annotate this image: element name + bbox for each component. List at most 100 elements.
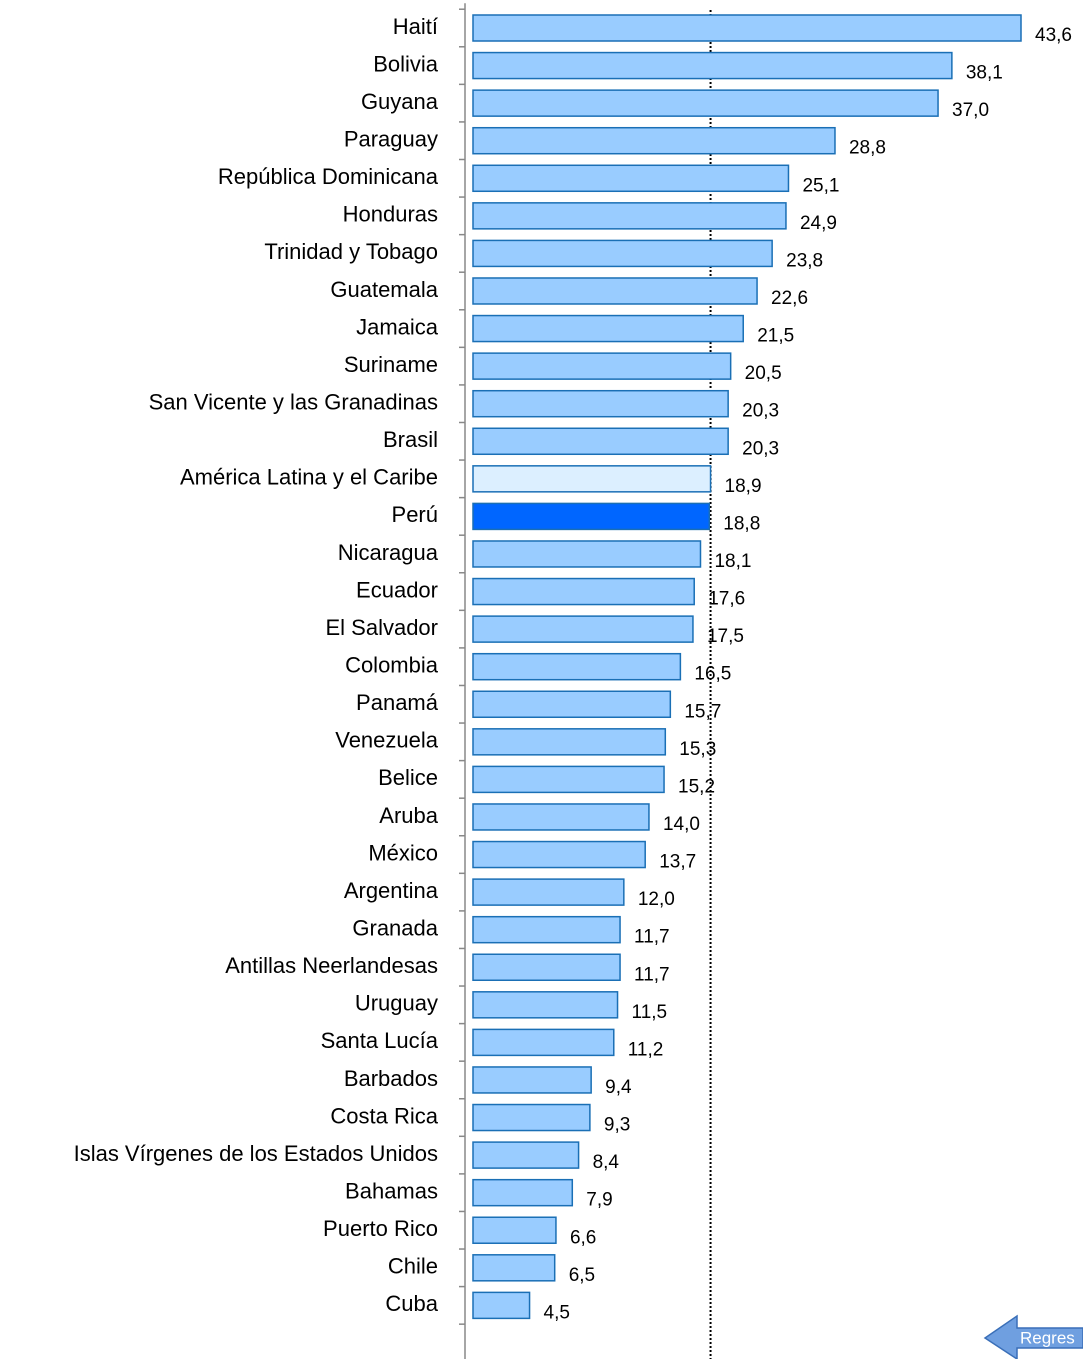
y-tick-label: Barbados bbox=[344, 1066, 438, 1091]
y-tick-label: República Dominicana bbox=[218, 164, 439, 189]
bar bbox=[472, 991, 619, 1019]
value-label: 14,0 bbox=[663, 814, 700, 835]
value-label: 11,2 bbox=[628, 1039, 664, 1060]
value-label: 11,5 bbox=[632, 1002, 668, 1023]
y-tick-label: Bolivia bbox=[373, 51, 439, 76]
bar bbox=[472, 953, 621, 981]
bar bbox=[472, 502, 711, 531]
y-tick-label: Aruba bbox=[379, 803, 438, 828]
y-tick-label: Santa Lucía bbox=[321, 1028, 439, 1053]
back-label[interactable]: Regres bbox=[1020, 1328, 1075, 1347]
y-tick-label: San Vicente y las Granadinas bbox=[149, 390, 438, 415]
value-label: 11,7 bbox=[634, 927, 670, 948]
bar bbox=[472, 126, 836, 155]
value-label: 20,5 bbox=[745, 363, 782, 384]
bar bbox=[472, 840, 646, 869]
value-label: 37,0 bbox=[952, 100, 989, 121]
value-label: 6,6 bbox=[570, 1227, 596, 1248]
value-label: 17,5 bbox=[707, 626, 744, 647]
value-label: 13,7 bbox=[659, 852, 696, 873]
value-label: 18,8 bbox=[723, 513, 760, 534]
value-label: 15,7 bbox=[684, 701, 721, 722]
bar bbox=[472, 14, 1022, 42]
value-label: 23,8 bbox=[786, 250, 823, 271]
bar bbox=[472, 164, 790, 193]
bar bbox=[472, 728, 667, 756]
y-tick-label: Suriname bbox=[344, 352, 438, 377]
y-tick-label: Guyana bbox=[361, 89, 439, 114]
y-tick-label: El Salvador bbox=[325, 615, 438, 640]
bar bbox=[472, 540, 702, 568]
bar bbox=[472, 1028, 615, 1057]
bar bbox=[472, 615, 694, 643]
value-label: 22,6 bbox=[771, 288, 808, 309]
bar bbox=[472, 652, 682, 681]
value-label: 9,3 bbox=[604, 1115, 630, 1136]
value-label: 25,1 bbox=[802, 175, 839, 196]
value-label: 12,0 bbox=[638, 889, 675, 910]
bar bbox=[472, 51, 953, 80]
value-label: 9,4 bbox=[605, 1077, 632, 1098]
y-tick-label: Islas Vírgenes de los Estados Unidos bbox=[74, 1141, 438, 1166]
y-tick-label: Chile bbox=[388, 1254, 438, 1279]
bar bbox=[472, 314, 744, 343]
value-label: 18,9 bbox=[725, 476, 762, 497]
bar bbox=[472, 89, 939, 117]
value-label: 4,5 bbox=[544, 1302, 570, 1323]
y-tick-label: Granada bbox=[352, 915, 438, 940]
y-tick-label: Puerto Rico bbox=[323, 1216, 438, 1241]
bar bbox=[472, 765, 665, 794]
value-label: 43,6 bbox=[1035, 25, 1072, 46]
bar bbox=[472, 690, 672, 719]
bar bbox=[472, 277, 758, 305]
value-label: 7,9 bbox=[586, 1190, 612, 1211]
y-tick-label: Trinidad y Tobago bbox=[264, 239, 438, 264]
bar bbox=[472, 465, 712, 493]
bar bbox=[472, 1216, 557, 1244]
bar bbox=[472, 577, 695, 606]
value-label: 20,3 bbox=[742, 438, 779, 459]
bar bbox=[472, 239, 773, 268]
y-tick-label: Brasil bbox=[383, 427, 438, 452]
value-label: 18,1 bbox=[714, 551, 751, 572]
bar bbox=[472, 1254, 556, 1282]
y-tick-label: México bbox=[368, 840, 438, 865]
bar bbox=[472, 878, 625, 906]
bar bbox=[472, 1291, 531, 1320]
y-tick-label: Ecuador bbox=[356, 577, 438, 602]
back-arrow[interactable] bbox=[983, 1314, 1083, 1359]
value-label: 15,3 bbox=[679, 739, 716, 760]
y-tick-label: Colombia bbox=[345, 653, 439, 678]
y-tick-label: Uruguay bbox=[355, 991, 438, 1016]
y-tick-label: Venezuela bbox=[335, 728, 439, 753]
y-tick-label: Bahamas bbox=[345, 1178, 438, 1203]
value-label: 11,7 bbox=[634, 964, 670, 985]
value-label: 24,9 bbox=[800, 213, 837, 234]
bar bbox=[472, 202, 787, 230]
bar bbox=[472, 1141, 580, 1169]
value-label: 28,8 bbox=[849, 138, 886, 159]
y-tick-label: Antillas Neerlandesas bbox=[225, 953, 438, 978]
y-tick-label: Paraguay bbox=[344, 127, 438, 152]
y-tick-label: Costa Rica bbox=[330, 1103, 438, 1128]
y-tick-label: Panamá bbox=[356, 690, 439, 715]
bar bbox=[472, 352, 732, 380]
bar bbox=[472, 1178, 574, 1207]
y-tick-label: Perú bbox=[392, 502, 438, 527]
y-tick-label: Argentina bbox=[344, 878, 439, 903]
bar bbox=[472, 427, 729, 456]
back-button[interactable]: Regres bbox=[983, 1314, 1083, 1359]
value-label: 20,3 bbox=[742, 401, 779, 422]
bar bbox=[472, 389, 729, 418]
value-label: 6,5 bbox=[569, 1265, 595, 1286]
y-tick-label: Cuba bbox=[385, 1291, 438, 1316]
value-label: 17,6 bbox=[708, 589, 745, 610]
value-label: 16,5 bbox=[694, 664, 731, 685]
bar bbox=[472, 1066, 592, 1094]
value-label: 38,1 bbox=[966, 63, 1003, 84]
y-tick-label: América Latina y el Caribe bbox=[180, 465, 438, 490]
bar bbox=[472, 803, 650, 831]
bar bbox=[472, 915, 621, 944]
